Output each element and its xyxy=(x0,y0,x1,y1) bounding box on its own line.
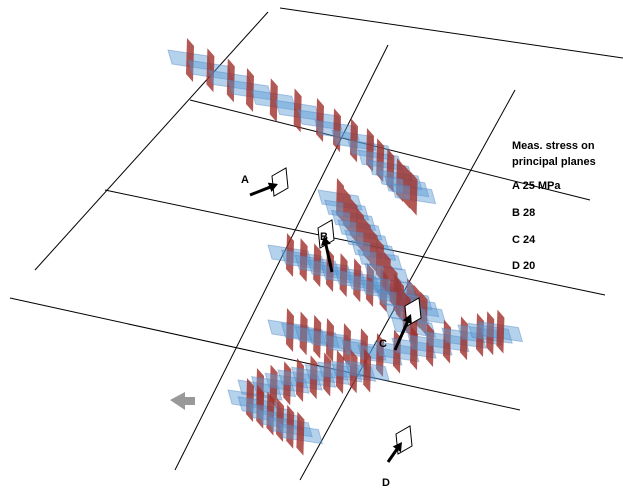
plane-red xyxy=(313,314,322,359)
markers xyxy=(249,167,422,463)
plane-red xyxy=(460,316,468,361)
plane-red xyxy=(286,233,294,277)
marker-arrow xyxy=(249,184,273,197)
legend-item: B 28 xyxy=(512,207,535,219)
plane-red xyxy=(369,228,378,273)
plane-red xyxy=(356,208,364,252)
legend-title: Meas. stress on xyxy=(512,140,595,152)
plane-red xyxy=(283,361,292,406)
plane-red xyxy=(376,333,384,377)
plane-red xyxy=(186,38,194,82)
plane-red xyxy=(362,218,371,263)
plane-red xyxy=(410,326,418,371)
plane-red xyxy=(333,108,341,153)
plane-red xyxy=(299,311,308,356)
planes xyxy=(167,38,524,456)
grid-line xyxy=(279,7,623,59)
grid-line xyxy=(104,189,606,296)
plane-red xyxy=(402,164,411,209)
plane-red xyxy=(396,158,404,202)
plane-red xyxy=(366,128,374,172)
point-label: A xyxy=(241,174,249,186)
legend-item: D 20 xyxy=(512,260,535,272)
point-label: D xyxy=(382,477,390,489)
plane-red xyxy=(349,198,358,243)
plane-red xyxy=(386,148,395,193)
plane-red xyxy=(419,291,428,336)
plane-red xyxy=(496,309,505,354)
plane-red xyxy=(486,311,495,356)
plane-red xyxy=(350,118,358,163)
plane-red xyxy=(382,251,391,296)
plane-red xyxy=(323,352,332,397)
marker-arrow xyxy=(323,241,334,273)
marker-plane xyxy=(317,219,335,249)
plane-red xyxy=(309,355,318,400)
plane-red xyxy=(336,350,344,394)
plane-red xyxy=(409,171,418,216)
plane-red xyxy=(363,348,372,393)
plane-red xyxy=(276,398,284,442)
marker-arrowhead xyxy=(402,314,412,325)
plane-red xyxy=(353,258,362,303)
marker-arrow xyxy=(386,446,400,463)
plane-red xyxy=(376,138,385,183)
legend-item: C 24 xyxy=(512,234,536,246)
plane-red xyxy=(366,263,374,307)
plane-red xyxy=(316,98,324,142)
point-label: C xyxy=(379,338,387,350)
plane-red xyxy=(396,278,404,322)
plane-red xyxy=(286,404,295,449)
plane-red xyxy=(336,178,344,222)
plane-red xyxy=(389,265,398,310)
point-label: B xyxy=(320,231,328,243)
legend: Meas. stress on principal planes A 25 MP… xyxy=(512,140,596,272)
plane-red xyxy=(296,411,305,456)
plane-red xyxy=(269,78,278,123)
grid-line xyxy=(174,44,389,471)
plane-red xyxy=(349,349,358,394)
grid-line xyxy=(189,99,591,201)
plane-red xyxy=(286,308,294,352)
plane-red xyxy=(326,318,334,362)
marker-arrowhead xyxy=(267,182,278,192)
gray-arrow xyxy=(170,392,195,410)
plane-red xyxy=(342,188,351,233)
plane-red xyxy=(246,68,254,112)
legend-item: A 25 MPa xyxy=(512,180,561,192)
marker-plane xyxy=(271,167,289,197)
plane-red xyxy=(226,58,235,103)
plane-red xyxy=(476,313,484,357)
plane-red xyxy=(376,238,384,282)
marker-arrowhead xyxy=(392,442,402,453)
plane-red xyxy=(343,323,351,368)
plane-red xyxy=(206,48,215,93)
plane-red xyxy=(266,391,275,436)
marker-arrow xyxy=(393,318,410,351)
plane-red xyxy=(256,384,265,429)
plane-red xyxy=(339,253,348,298)
grid-line xyxy=(34,11,269,271)
plane-red xyxy=(426,323,434,367)
plane-red xyxy=(293,88,302,133)
plane-red xyxy=(313,243,322,288)
plane-red xyxy=(299,238,308,283)
legend-title: principal planes xyxy=(512,156,596,168)
plane-red xyxy=(443,319,451,364)
plane-red xyxy=(246,378,254,422)
plane-red xyxy=(296,358,304,402)
marker-arrowhead xyxy=(321,236,331,246)
grid-line xyxy=(9,297,521,411)
